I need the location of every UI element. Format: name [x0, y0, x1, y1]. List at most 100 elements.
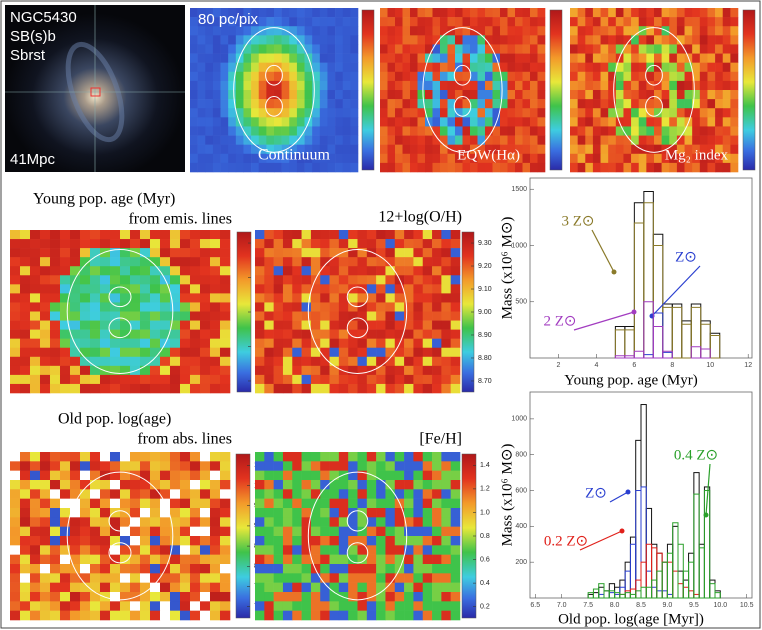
map-pixel — [380, 136, 388, 145]
map-pixel — [578, 90, 586, 99]
map-pixel — [423, 293, 433, 302]
map-pixel — [662, 26, 670, 35]
map-pixel — [274, 44, 282, 53]
map-pixel — [292, 517, 302, 527]
map-pixel — [692, 26, 700, 35]
map-pixel — [100, 508, 110, 518]
map-pixel — [221, 108, 229, 117]
map-pixel — [264, 339, 274, 348]
map-pixel — [200, 348, 210, 357]
map-pixel — [423, 555, 433, 565]
map-pixel — [395, 357, 405, 366]
map-pixel — [50, 452, 60, 462]
map-pixel — [40, 601, 50, 611]
map-pixel — [441, 499, 451, 509]
map-pixel — [578, 8, 586, 17]
map-pixel — [343, 99, 351, 108]
map-pixel — [130, 266, 140, 275]
map-pixel — [110, 489, 120, 499]
map-pixel — [432, 545, 442, 555]
map-pixel — [302, 239, 312, 248]
map-pixel — [259, 163, 267, 172]
map-pixel — [120, 480, 130, 490]
map-pixel — [100, 302, 110, 311]
map-pixel — [292, 471, 302, 481]
map-pixel — [259, 44, 267, 53]
map-pixel — [367, 312, 377, 321]
map-pixel — [283, 564, 293, 574]
map-pixel — [70, 517, 80, 527]
map-pixel — [40, 366, 50, 375]
map-pixel — [403, 145, 411, 154]
map-pixel — [692, 117, 700, 126]
map-pixel — [190, 302, 200, 311]
map-pixel — [140, 230, 150, 239]
map-pixel — [423, 230, 433, 239]
map-pixel — [80, 564, 90, 574]
map-pixel — [692, 63, 700, 72]
map-pixel — [120, 384, 130, 393]
colorbar-tick-label: 1.0 — [480, 509, 490, 516]
map-pixel — [320, 99, 328, 108]
map-pixel — [433, 8, 441, 17]
map-pixel — [616, 126, 624, 135]
map-pixel — [330, 366, 340, 375]
map-pixel — [20, 239, 30, 248]
map-pixel — [140, 489, 150, 499]
map-pixel — [198, 72, 206, 81]
map-pixel — [205, 145, 213, 154]
map-pixel — [335, 126, 343, 135]
map-pixel — [20, 302, 30, 311]
map-pixel — [523, 154, 531, 163]
map-pixel — [190, 601, 200, 611]
map-pixel — [463, 81, 471, 90]
map-pixel — [120, 452, 130, 462]
map-pixel — [330, 375, 340, 384]
map-pixel — [707, 136, 715, 145]
map-pixel — [538, 72, 546, 81]
map-pixel — [343, 163, 351, 172]
map-pixel — [20, 601, 30, 611]
map-pixel — [508, 81, 516, 90]
map-pixel — [213, 90, 221, 99]
map-pixel — [343, 136, 351, 145]
map-pixel — [190, 117, 198, 126]
map-pixel — [608, 126, 616, 135]
map-pixel — [385, 275, 395, 284]
map-pixel — [213, 136, 221, 145]
map-pixel — [631, 108, 639, 117]
map-pixel — [441, 583, 451, 593]
map-pixel — [413, 366, 423, 375]
map-pixel — [404, 230, 414, 239]
map-pixel — [10, 545, 20, 555]
map-pixel — [120, 348, 130, 357]
map-pixel — [110, 452, 120, 462]
map-pixel — [623, 126, 631, 135]
map-pixel — [623, 154, 631, 163]
map-pixel — [440, 54, 448, 63]
map-pixel — [180, 330, 190, 339]
map-pixel — [350, 63, 358, 72]
x-tick-label: 10 — [706, 362, 714, 369]
map-pixel — [508, 117, 516, 126]
map-title: Young pop. age (Myr) — [33, 191, 175, 208]
map-pixel — [30, 375, 40, 384]
map-pixel — [350, 99, 358, 108]
map-pixel — [662, 54, 670, 63]
map-pixel — [441, 517, 451, 527]
map-pixel — [120, 357, 130, 366]
map-pixel — [425, 154, 433, 163]
map-pixel — [376, 508, 386, 518]
map-pixel — [10, 239, 20, 248]
map-pixel — [423, 348, 433, 357]
map-pixel — [385, 366, 395, 375]
map-pixel — [220, 471, 230, 481]
map-pixel — [110, 293, 120, 302]
map-pixel — [538, 145, 546, 154]
map-pixel — [470, 26, 478, 35]
map-pixel — [40, 536, 50, 546]
map-pixel — [236, 154, 244, 163]
map-pixel — [348, 239, 358, 248]
map-pixel — [425, 163, 433, 172]
map-pixel — [425, 26, 433, 35]
